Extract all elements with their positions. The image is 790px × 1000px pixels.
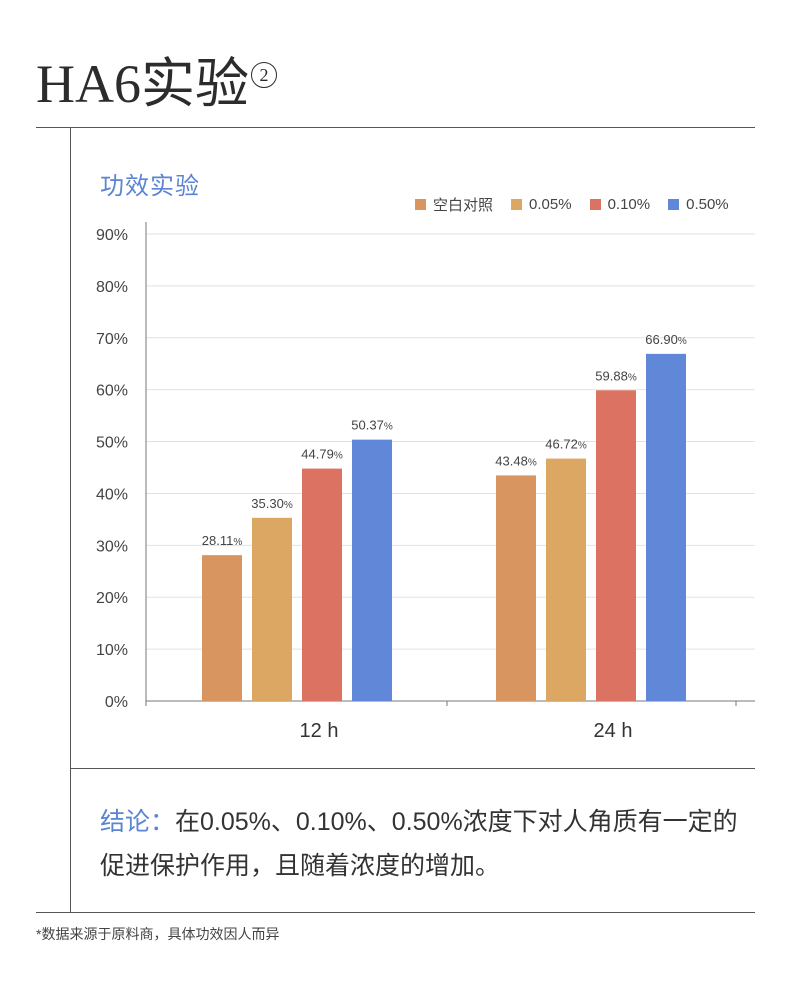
data-label: 59.88% <box>595 368 637 383</box>
footnote: *数据来源于原料商，具体功效因人而异 <box>36 926 280 942</box>
chart-title: 功效实验 <box>100 173 200 200</box>
legend-label: 0.50% <box>686 196 729 213</box>
y-tick-label: 90% <box>96 227 128 244</box>
bar <box>596 390 636 701</box>
legend-label: 空白对照 <box>433 197 494 214</box>
conclusion-text: 在0.05%、0.10%、0.50%浓度下对人角质有一定的促进保护作用，且随着浓… <box>100 808 738 880</box>
page-title: HA6实验 2 <box>36 52 277 116</box>
data-label: 44.79% <box>301 447 343 462</box>
y-tick-label: 80% <box>96 279 128 296</box>
bar <box>352 439 392 701</box>
data-label: 50.37% <box>351 418 393 433</box>
y-tick-label: 10% <box>96 642 128 659</box>
data-label: 66.90% <box>645 332 687 347</box>
legend-item: 0.05% <box>511 196 572 213</box>
legend-swatch <box>589 199 601 210</box>
y-tick-label: 60% <box>96 383 128 400</box>
conclusion: 结论：在0.05%、0.10%、0.50%浓度下对人角质有一定的促进保护作用，且… <box>100 800 760 888</box>
title-circled-number: 2 <box>251 62 277 88</box>
y-tick-label: 30% <box>96 538 128 555</box>
bar <box>302 468 342 701</box>
legend-label: 0.05% <box>529 196 572 213</box>
data-label: 43.48% <box>495 453 537 468</box>
bar-chart: 0% 10% 20% 30% 40% 50% 60% 70% 80% 90% 28.11% 35.30… <box>96 222 755 742</box>
conclusion-label: 结论： <box>100 808 176 836</box>
legend-swatch <box>415 199 426 210</box>
chart-bottom-divider <box>70 768 755 769</box>
legend-item: 0.10% <box>589 196 651 213</box>
top-divider <box>36 127 755 128</box>
bottom-divider <box>36 912 755 913</box>
page-title-text: HA6实验 <box>36 54 249 114</box>
bar <box>496 475 536 701</box>
y-tick-label: 0% <box>105 694 128 711</box>
legend-swatch <box>668 199 680 210</box>
legend-swatch <box>511 199 523 210</box>
bar <box>646 353 686 701</box>
legend-item: 0.50% <box>668 196 729 213</box>
data-label: 35.30% <box>251 496 293 511</box>
bar <box>202 555 242 701</box>
y-tick-label: 50% <box>96 435 128 452</box>
data-label: 46.72% <box>545 437 587 452</box>
left-border <box>70 127 71 913</box>
bar <box>252 517 292 701</box>
legend-label: 0.10% <box>607 196 651 213</box>
x-tick-label: 12 h <box>300 720 339 742</box>
y-tick-label: 20% <box>96 590 128 607</box>
y-tick-label: 70% <box>96 331 128 348</box>
x-tick-label: 24 h <box>594 720 633 742</box>
bar <box>546 458 586 701</box>
y-tick-label: 40% <box>96 486 128 503</box>
data-label: 28.11% <box>202 533 243 548</box>
legend-item: 空白对照 <box>415 194 493 215</box>
chart-legend: 空白对照 0.05% 0.10% 0.50% <box>415 194 729 215</box>
